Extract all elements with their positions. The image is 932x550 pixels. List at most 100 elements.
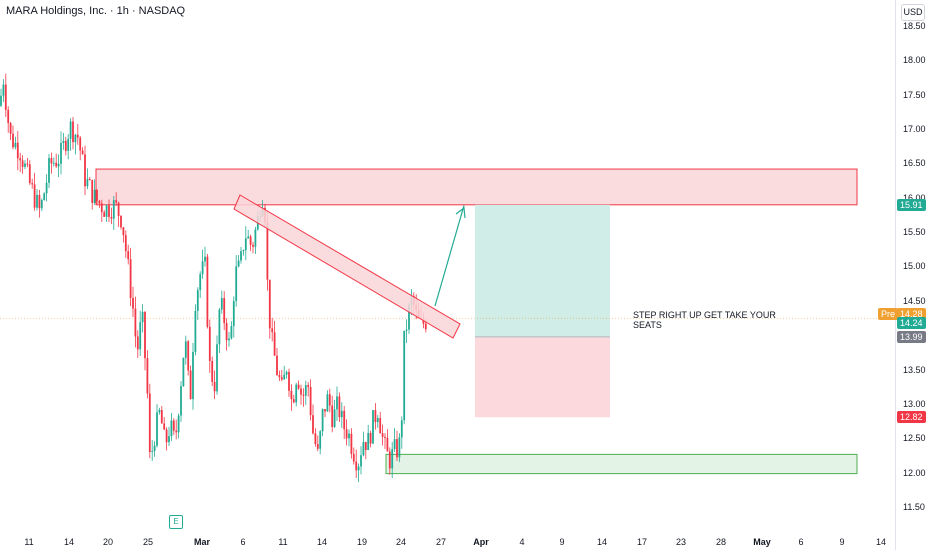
candle-body	[153, 445, 156, 452]
candle-body	[86, 179, 89, 187]
annotation-text[interactable]: STEP RIGHT UP GET TAKE YOUR SEATS	[633, 310, 776, 330]
time-tick-label: 11	[278, 537, 288, 547]
trend-arrow-line	[434, 205, 465, 307]
candle-body	[232, 301, 235, 327]
candle-body	[388, 451, 391, 469]
candle-body	[290, 390, 293, 400]
candle-body	[364, 442, 367, 450]
candle-body	[93, 189, 96, 203]
candle-body	[40, 200, 43, 209]
candle-body	[105, 205, 108, 217]
candle-body	[172, 420, 175, 431]
candle-body	[360, 455, 362, 467]
candle-body	[74, 134, 77, 143]
candle-body	[393, 439, 396, 450]
price-tick-label: 15.00	[903, 261, 926, 272]
time-tick-label: 6	[240, 537, 246, 547]
candle-body	[141, 311, 144, 323]
candle-body	[62, 140, 65, 144]
candle-body	[223, 298, 226, 324]
candle-body	[319, 431, 322, 449]
candle-body	[381, 433, 384, 437]
stop-price-badge: 12.82	[897, 411, 926, 424]
candle-body	[55, 162, 58, 167]
candle-body	[175, 430, 178, 433]
candle-body	[194, 310, 197, 352]
candle-body	[139, 322, 142, 350]
trend-arrow-head	[455, 206, 466, 219]
price-tick-label: 14.50	[903, 295, 926, 306]
candle-body	[108, 205, 110, 217]
candle-body	[321, 409, 324, 432]
candle-body	[276, 355, 278, 376]
candle-body	[247, 236, 250, 239]
price-tick-label: 17.50	[903, 89, 926, 100]
candle-body	[307, 385, 310, 388]
long-position-stop-zone	[475, 336, 610, 418]
candle-body	[16, 142, 19, 159]
resistance-zone	[95, 168, 858, 206]
price-chart[interactable]	[0, 0, 895, 530]
candle-body	[134, 308, 137, 337]
candle-body	[249, 236, 252, 245]
price-tick-label: 16.00	[903, 192, 926, 203]
candle-body	[372, 410, 374, 444]
time-tick-label: 14	[875, 537, 887, 547]
candle-body	[96, 189, 98, 201]
candle-body	[345, 429, 348, 439]
candle-body	[88, 179, 91, 181]
time-tick-label: 14	[63, 537, 75, 547]
candle-body	[218, 309, 221, 345]
candle-body	[117, 202, 120, 216]
candle-body	[204, 256, 206, 262]
candle-body	[295, 384, 298, 403]
candle-body	[228, 338, 230, 341]
candle-body	[199, 274, 202, 291]
candle-body	[124, 235, 127, 252]
time-tick-label: 11	[24, 537, 34, 547]
price-tick-label: 17.00	[903, 123, 926, 134]
candle-body	[187, 341, 190, 371]
candle-body	[33, 184, 36, 208]
candle-body	[268, 279, 271, 329]
candle-body	[300, 388, 302, 395]
candle-body	[36, 194, 38, 208]
candle-body	[158, 409, 161, 413]
candle-body	[362, 442, 365, 456]
candle-body	[98, 200, 101, 204]
candle-body	[338, 396, 341, 418]
time-tick-label: 28	[715, 537, 727, 547]
candle-body	[12, 133, 14, 148]
candle-body	[31, 183, 34, 185]
candle-body	[350, 433, 353, 454]
candle-body	[285, 371, 288, 375]
candle-body	[72, 121, 74, 143]
candle-body	[280, 377, 283, 380]
candle-body	[367, 432, 370, 450]
currency-button[interactable]: USD	[901, 4, 925, 21]
candle-body	[297, 384, 300, 389]
candle-body	[4, 84, 7, 110]
candle-body	[122, 227, 125, 236]
candle-body	[408, 304, 410, 330]
candle-body	[112, 200, 115, 219]
time-tick-label: 24	[395, 537, 407, 547]
candle-body	[376, 418, 379, 423]
earnings-event-flag[interactable]: E	[169, 515, 183, 529]
candle-body	[81, 150, 84, 155]
descending-channel[interactable]	[233, 194, 461, 339]
candle-body	[374, 410, 377, 423]
price-tick-label: 15.50	[903, 227, 926, 237]
candle-body	[57, 163, 60, 167]
candle-body	[240, 251, 242, 261]
candle-body	[136, 336, 139, 350]
candle-body	[48, 158, 50, 183]
candle-body	[314, 433, 317, 445]
candle-body	[7, 109, 10, 123]
candle-body	[220, 298, 223, 310]
candle-body	[424, 323, 427, 330]
time-tick-label: Mar	[193, 537, 211, 547]
candle-body	[391, 449, 394, 469]
time-tick-label: May	[753, 537, 771, 547]
candle-body	[230, 326, 233, 339]
